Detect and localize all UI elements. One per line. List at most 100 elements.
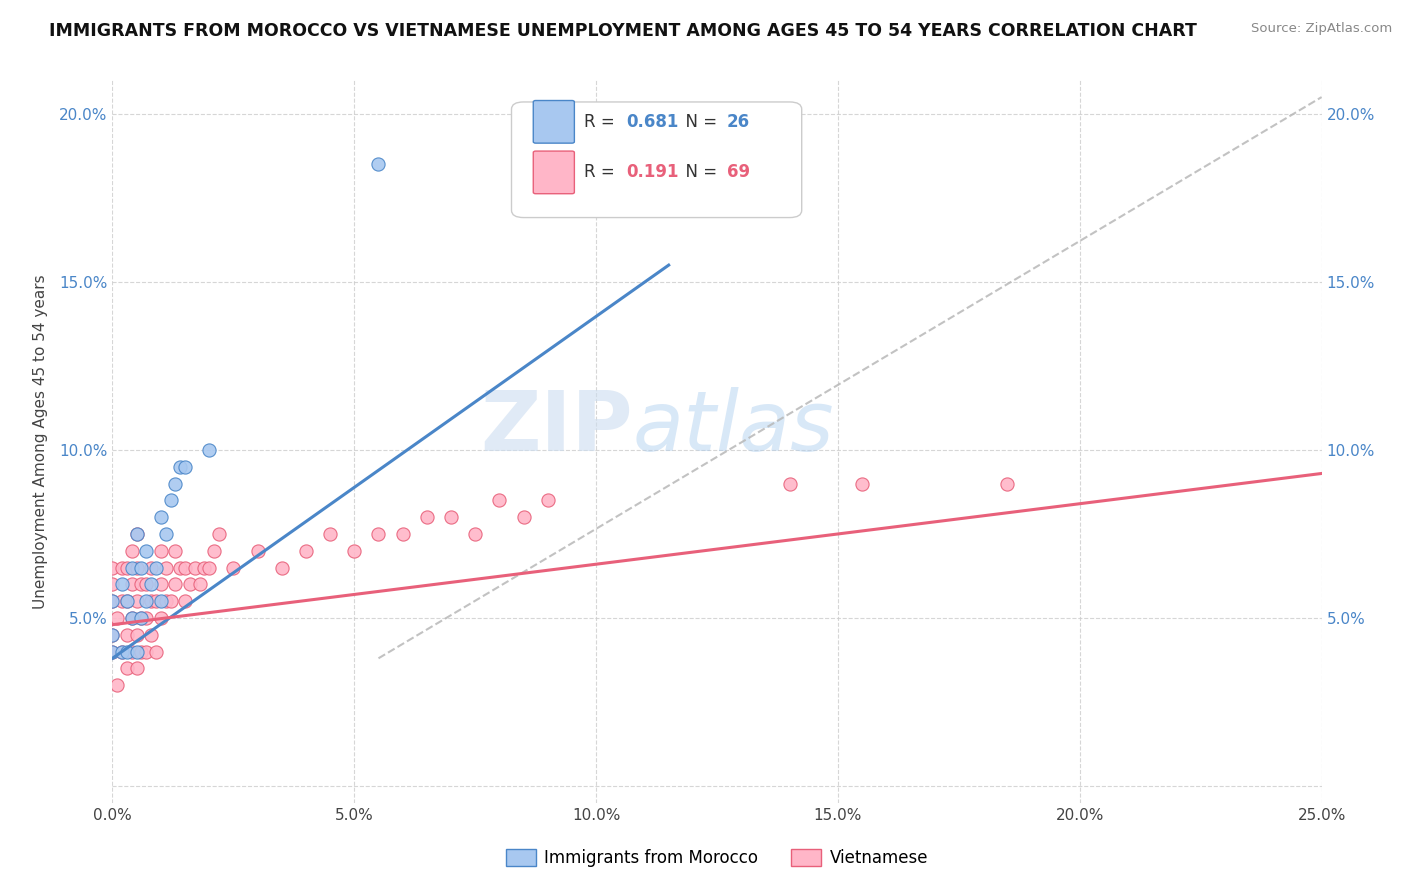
Point <box>135 577 157 591</box>
Point <box>198 442 221 457</box>
Text: N =: N = <box>675 112 723 131</box>
Point <box>121 543 143 558</box>
Legend: Immigrants from Morocco, Vietnamese: Immigrants from Morocco, Vietnamese <box>499 842 935 874</box>
Point <box>101 628 124 642</box>
Text: R =: R = <box>583 163 620 181</box>
Point <box>149 543 172 558</box>
Point <box>145 594 167 608</box>
Point <box>115 594 138 608</box>
Point <box>343 543 366 558</box>
Point <box>208 527 231 541</box>
Y-axis label: Unemployment Among Ages 45 to 54 years: Unemployment Among Ages 45 to 54 years <box>34 274 48 609</box>
Point <box>149 594 172 608</box>
Point <box>135 644 157 658</box>
Point <box>149 611 172 625</box>
Text: 0.191: 0.191 <box>627 163 679 181</box>
Point <box>169 560 191 574</box>
Point <box>416 510 439 524</box>
Point <box>131 644 153 658</box>
Point <box>145 644 167 658</box>
Point <box>125 644 148 658</box>
Point <box>125 527 148 541</box>
Point <box>270 560 292 574</box>
Point <box>202 543 225 558</box>
Point <box>149 510 172 524</box>
Point <box>193 560 215 574</box>
Point <box>111 577 134 591</box>
Point <box>165 543 187 558</box>
Point <box>101 644 124 658</box>
Point <box>179 577 201 591</box>
Text: 69: 69 <box>727 163 749 181</box>
Point <box>121 611 143 625</box>
Point <box>174 594 197 608</box>
Point <box>115 644 138 658</box>
Point <box>135 611 157 625</box>
Point <box>222 560 245 574</box>
Point <box>488 493 510 508</box>
Point <box>121 560 143 574</box>
Point <box>995 476 1018 491</box>
Point <box>121 644 143 658</box>
FancyBboxPatch shape <box>533 101 575 143</box>
Point <box>198 560 221 574</box>
Point <box>135 543 157 558</box>
Point <box>111 594 134 608</box>
Point <box>125 527 148 541</box>
Point <box>295 543 318 558</box>
Point <box>149 577 172 591</box>
Point <box>155 527 177 541</box>
Point <box>440 510 463 524</box>
Point <box>155 560 177 574</box>
Point <box>159 594 181 608</box>
Point <box>165 476 187 491</box>
Point <box>115 594 138 608</box>
Text: R =: R = <box>583 112 620 131</box>
Point <box>141 560 163 574</box>
Point <box>367 527 389 541</box>
Point <box>779 476 801 491</box>
Point <box>125 594 148 608</box>
Point <box>101 644 124 658</box>
Point <box>141 577 163 591</box>
Point <box>169 459 191 474</box>
Point <box>101 560 124 574</box>
Point <box>115 560 138 574</box>
Point <box>165 577 187 591</box>
Text: atlas: atlas <box>633 386 834 467</box>
Point <box>512 510 534 524</box>
FancyBboxPatch shape <box>512 102 801 218</box>
Point <box>105 611 128 625</box>
Text: Source: ZipAtlas.com: Source: ZipAtlas.com <box>1251 22 1392 36</box>
Text: ZIP: ZIP <box>479 386 633 467</box>
Text: N =: N = <box>675 163 723 181</box>
Point <box>115 661 138 675</box>
Point <box>101 594 124 608</box>
Point <box>367 157 389 171</box>
Point <box>131 611 153 625</box>
Point <box>851 476 873 491</box>
Text: 26: 26 <box>727 112 749 131</box>
Point <box>183 560 205 574</box>
Point <box>391 527 413 541</box>
Point <box>105 678 128 692</box>
FancyBboxPatch shape <box>533 151 575 194</box>
Point <box>115 628 138 642</box>
Point <box>188 577 211 591</box>
Point <box>464 527 486 541</box>
Point <box>246 543 269 558</box>
Point <box>155 594 177 608</box>
Point <box>111 644 134 658</box>
Point <box>101 628 124 642</box>
Point <box>537 493 560 508</box>
Text: 0.681: 0.681 <box>627 112 679 131</box>
Point <box>125 628 148 642</box>
Point <box>319 527 342 541</box>
Point <box>111 560 134 574</box>
Point <box>125 560 148 574</box>
Point <box>141 628 163 642</box>
Point <box>141 594 163 608</box>
Point <box>131 560 153 574</box>
Point <box>101 594 124 608</box>
Point <box>121 577 143 591</box>
